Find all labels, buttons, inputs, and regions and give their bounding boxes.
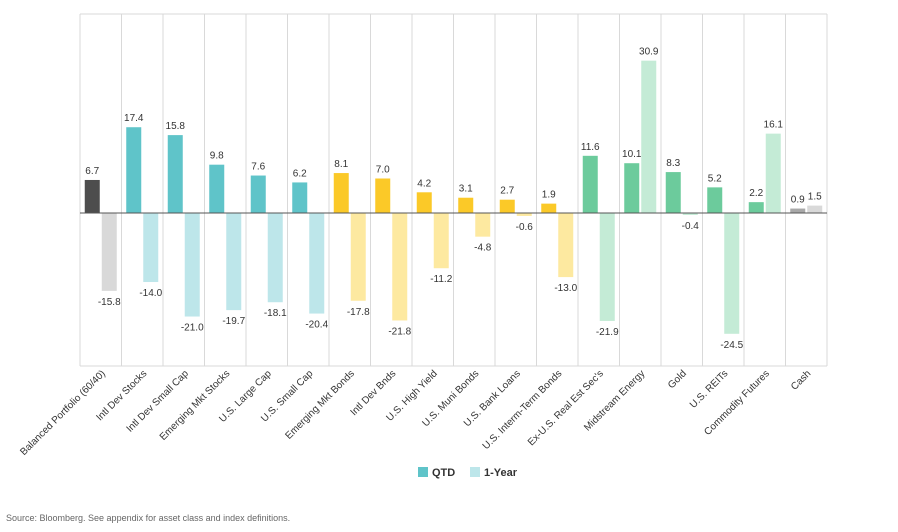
bar-1year: [184, 213, 200, 317]
value-label-1year: -14.0: [139, 288, 162, 299]
bar-1year: [433, 213, 449, 269]
value-label-qtd: 9.8: [210, 151, 224, 162]
bar-1year: [267, 213, 283, 303]
value-label-1year: -21.9: [596, 327, 619, 338]
bar-1year: [558, 213, 574, 278]
bar-qtd: [126, 127, 142, 213]
value-label-qtd: 1.9: [542, 190, 556, 201]
value-label-qtd: 2.2: [749, 188, 763, 199]
value-label-1year: -21.0: [181, 323, 204, 334]
bar-1year: [309, 213, 325, 314]
source-note: Source: Bloomberg. See appendix for asse…: [6, 513, 291, 523]
bar-qtd: [209, 164, 225, 213]
legend-label-1year: 1-Year: [484, 467, 518, 479]
bar-qtd: [292, 182, 308, 213]
value-label-1year: -4.8: [474, 243, 492, 254]
bar-1year: [475, 213, 491, 237]
value-label-1year: -13.0: [554, 283, 577, 294]
bar-qtd: [707, 187, 723, 213]
value-label-qtd: 6.7: [85, 166, 99, 177]
value-label-1year: -18.1: [264, 308, 287, 319]
category-label: Ex-U.S. Real Est Sec's: [526, 368, 606, 448]
bar-qtd: [541, 203, 557, 213]
bar-qtd: [458, 197, 474, 213]
value-label-qtd: 8.3: [666, 158, 680, 169]
category-label: U.S. REITs: [688, 368, 730, 410]
bar-qtd: [84, 179, 100, 213]
bar-1year: [682, 213, 698, 215]
bar-qtd: [748, 202, 764, 213]
bar-qtd: [333, 173, 349, 213]
bar-qtd: [375, 178, 391, 213]
category-label: Emerging Mkt Bonds: [283, 368, 356, 441]
bar-qtd: [499, 199, 515, 213]
value-label-qtd: 11.6: [581, 142, 600, 153]
value-label-qtd: 3.1: [459, 184, 473, 195]
value-label-1year: -15.8: [98, 297, 121, 308]
category-label: U.S. Interm-Term Bonds: [481, 368, 565, 452]
bar-1year: [226, 213, 242, 311]
category-label: Balanced Portfolio (60/40): [18, 368, 108, 458]
bar-qtd: [250, 175, 266, 213]
value-label-1year: 1.5: [808, 192, 822, 203]
bar-1year: [641, 60, 657, 214]
value-label-1year: -0.6: [516, 222, 534, 233]
bar-qtd: [665, 172, 681, 213]
bar-1year: [101, 213, 117, 291]
value-label-1year: -0.4: [682, 221, 700, 232]
bar-qtd: [624, 163, 640, 213]
value-label-qtd: 7.6: [251, 162, 265, 173]
bar-qtd: [416, 192, 432, 213]
bar-1year: [143, 213, 159, 283]
value-label-1year: -11.2: [430, 274, 452, 285]
value-label-qtd: 0.9: [791, 195, 805, 206]
value-label-1year: -24.5: [720, 340, 743, 351]
value-label-qtd: 10.1: [622, 149, 642, 160]
bar-qtd: [790, 208, 806, 213]
value-label-qtd: 7.0: [376, 164, 390, 175]
value-label-qtd: 2.7: [500, 186, 514, 197]
bar-1year: [599, 213, 615, 321]
bar-1year: [350, 213, 366, 301]
value-label-1year: -21.8: [388, 326, 411, 337]
category-label: Cash: [789, 368, 813, 392]
value-label-1year: 30.9: [639, 47, 659, 58]
value-label-qtd: 6.2: [293, 168, 307, 179]
bar-qtd: [167, 135, 183, 213]
bar-1year: [765, 133, 781, 213]
value-label-1year: -19.7: [222, 316, 245, 327]
bar-1year: [392, 213, 408, 321]
category-label: Gold: [666, 368, 689, 391]
legend-swatch-qtd: [418, 467, 428, 477]
value-label-qtd: 17.4: [124, 113, 144, 124]
value-label-1year: 16.1: [764, 120, 784, 131]
value-label-qtd: 15.8: [166, 121, 186, 132]
value-label-1year: -17.8: [347, 307, 370, 318]
value-label-1year: -20.4: [305, 320, 328, 331]
bar-1year: [516, 213, 532, 216]
value-label-qtd: 5.2: [708, 173, 722, 184]
value-label-qtd: 4.2: [417, 178, 431, 189]
value-label-qtd: 8.1: [334, 159, 348, 170]
bar-1year: [724, 213, 740, 334]
bar-1year: [807, 205, 823, 213]
bar-qtd: [582, 155, 598, 213]
legend-swatch-1year: [470, 467, 480, 477]
category-label: Emerging Mkt Stocks: [158, 368, 233, 443]
legend-label-qtd: QTD: [432, 467, 455, 479]
